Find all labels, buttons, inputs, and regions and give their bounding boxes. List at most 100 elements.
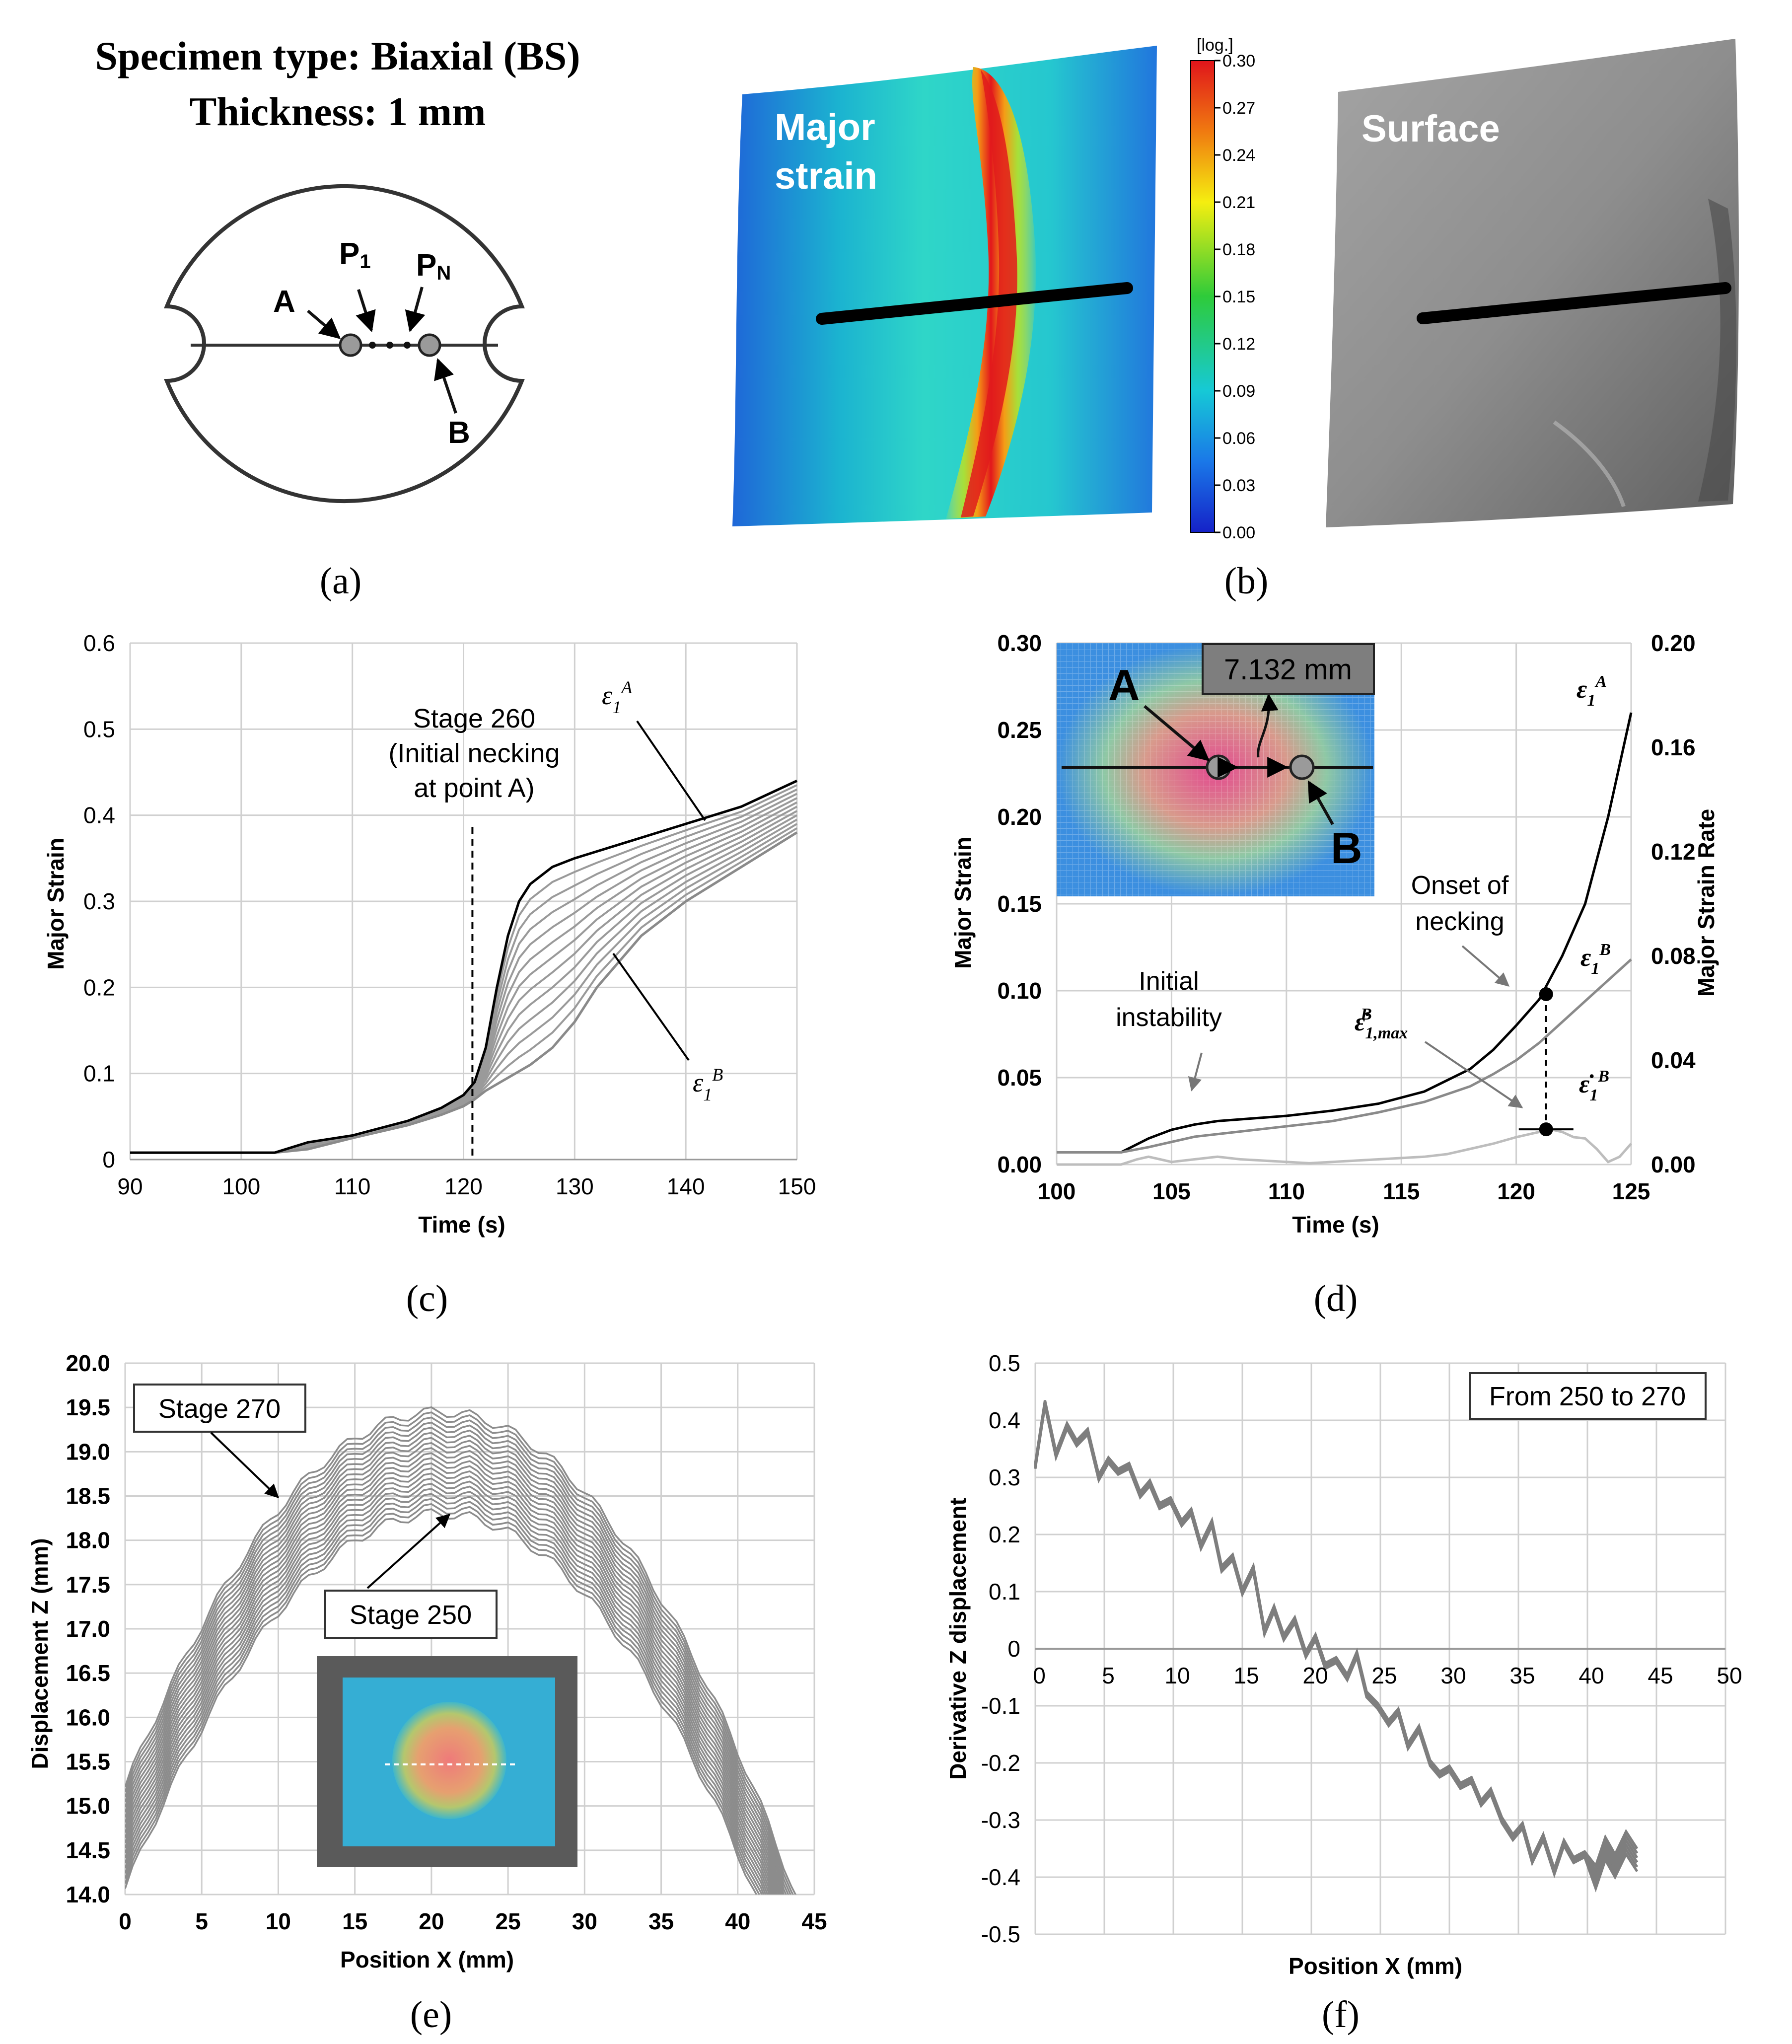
initial-arrow [1188, 1052, 1203, 1092]
y-tick-label: 0.5 [83, 716, 115, 742]
inset-heatmap-d: 7.132 mm A B [1057, 643, 1375, 896]
point-a-marker [339, 333, 362, 357]
stage-270-box [133, 1384, 306, 1433]
y-tick-label: 0.20 [997, 804, 1042, 830]
displacement-curve [125, 1406, 797, 1895]
label-eps1b-c: ε1B [693, 1065, 723, 1104]
colorbar-tick-label: 0.30 [1222, 52, 1255, 71]
dot-2 [386, 342, 393, 349]
colorbar-ticks: 0.30 0.27 0.24 0.21 0.18 0.15 0.12 0.09 0.06 0.03… [1215, 52, 1255, 542]
colorbar-tick-label: 0.18 [1222, 240, 1255, 259]
displacement-curve [125, 1503, 761, 1895]
derivative-curve [1034, 1400, 1639, 1873]
displacement-curve [125, 1432, 785, 1895]
panel-c: 90 100 110 120 130 140 15000.10.20.30.40.50.6 … [43, 630, 816, 1319]
y-tick-label: 19.0 [66, 1439, 110, 1464]
y-tick-label: 0.2 [989, 1522, 1020, 1547]
x-tick-label: 120 [1497, 1178, 1535, 1204]
major-label-line1: Major [775, 106, 875, 148]
displacement-curve [125, 1447, 780, 1895]
x-tick-label: 0 [1033, 1663, 1046, 1688]
chart-f-xlabel: Position X (mm) [1289, 1953, 1462, 1979]
caption-f: (f) [1322, 1994, 1360, 2036]
y-tick-label: 18.0 [66, 1528, 110, 1553]
onset-label-2: necking [1415, 907, 1504, 936]
arrow-p1 [356, 289, 376, 333]
y-tick-label: 0.4 [83, 803, 115, 828]
series-eps1b-c [130, 831, 798, 1154]
stage-250-box [324, 1590, 498, 1639]
colorbar-unit: [log.] [1197, 36, 1233, 55]
y-tick-label: 16.5 [66, 1660, 110, 1686]
caption-d: (d) [1314, 1278, 1358, 1319]
displacement-curve [125, 1493, 765, 1895]
caption-e: (e) [410, 1994, 452, 2036]
x-tick-label: 35 [1509, 1663, 1535, 1688]
x-tick-label: 125 [1612, 1178, 1650, 1204]
displacement-curve [125, 1452, 778, 1895]
label-b: B [448, 416, 470, 450]
x-tick-label: 5 [1102, 1663, 1115, 1688]
panel-e: 0 5 10 15 20 25 30 35 40 45 14.0 14.5 15.0 15.5 16.0 16… [27, 1350, 827, 2036]
x-tick-label: 90 [117, 1173, 143, 1199]
stage-260-label: Stage 260 [413, 704, 535, 733]
colorbar-tick-label: 0.27 [1222, 99, 1255, 118]
y-tick-label: 0 [102, 1147, 115, 1172]
x-tick-label: 10 [266, 1908, 291, 1934]
x-tick-label: 110 [1268, 1178, 1305, 1204]
caption-b: (b) [1224, 560, 1269, 602]
derivative-curve [1034, 1405, 1639, 1893]
x-tick-label: 140 [667, 1173, 705, 1199]
label-rate-max: ε̇1,maxB [1355, 1005, 1408, 1042]
y-tick-label: 0.2 [83, 974, 115, 1000]
chart-e-series [125, 1406, 797, 1895]
inset-point-b [1289, 754, 1315, 780]
label-a: A [273, 285, 295, 319]
displacement-curve [125, 1467, 774, 1895]
x-tick-label: 150 [778, 1173, 816, 1199]
series-eps1a-d [1057, 712, 1633, 1154]
y-tick-label: 0.4 [989, 1407, 1020, 1433]
chart-f-series [1034, 1400, 1639, 1893]
x-tick-label: 10 [1164, 1663, 1190, 1688]
stage-270-arrow [210, 1432, 280, 1498]
inset-distance: 7.132 mm [1224, 654, 1352, 686]
y2-tick-label: 0.00 [1651, 1152, 1696, 1177]
y-tick-label: 14.5 [66, 1837, 110, 1863]
thickness-title: Thickness: 1 mm [190, 89, 486, 134]
y-tick-label: 0.10 [997, 978, 1042, 1004]
colorbar-tick-label: 0.21 [1222, 193, 1255, 212]
y-tick-label: 0.15 [997, 891, 1042, 917]
inset-point-a [1206, 754, 1231, 780]
label-eps1b-d: ε1B [1580, 941, 1611, 978]
initial-label-1: Initial [1139, 967, 1199, 996]
chart-c-xlabel: Time (s) [418, 1212, 505, 1238]
y-tick-label: 0.6 [83, 630, 115, 656]
initial-label-2: instability [1116, 1003, 1222, 1032]
displacement-curve [125, 1498, 763, 1895]
y-tick-label: 0.1 [989, 1579, 1020, 1605]
x-tick-label: 120 [444, 1173, 483, 1199]
colorbar-tick-label: 0.15 [1222, 288, 1255, 306]
panel-a: Specimen type: Biaxial (BS) Thickness: 1… [95, 33, 580, 602]
panel-f: 0 5 10 15 20 25 30 35 40 45 50 0.5 0.4 0.3 0.2 0.1 0 -0.1… [945, 1350, 1742, 2036]
y-tick-label: 14.0 [66, 1882, 110, 1907]
colorbar-tick-label: 0.12 [1222, 335, 1255, 354]
legend-box-f [1469, 1372, 1707, 1420]
chart-f-grid [1034, 1362, 1726, 1935]
chart-e-xlabel: Position X (mm) [340, 1947, 514, 1972]
displacement-curve [125, 1472, 772, 1895]
colorbar-tick-label: 0.03 [1222, 476, 1255, 495]
chart-d-y2label: Major Strain Rate [1693, 809, 1719, 997]
y-tick-label: 17.0 [66, 1616, 110, 1642]
inset-label-b: B [1331, 823, 1362, 873]
displacement-curve [125, 1437, 783, 1895]
label-p1: P1 [339, 237, 371, 273]
major-strain-map: Major strain [732, 46, 1157, 526]
x-tick-label: 40 [725, 1908, 750, 1934]
x-tick-label: 130 [556, 1173, 594, 1199]
onset-label-1: Onset of [1411, 871, 1509, 900]
x-tick-label: 110 [334, 1173, 370, 1199]
section-line-major [816, 282, 1133, 325]
surface-label: Surface [1362, 108, 1500, 150]
